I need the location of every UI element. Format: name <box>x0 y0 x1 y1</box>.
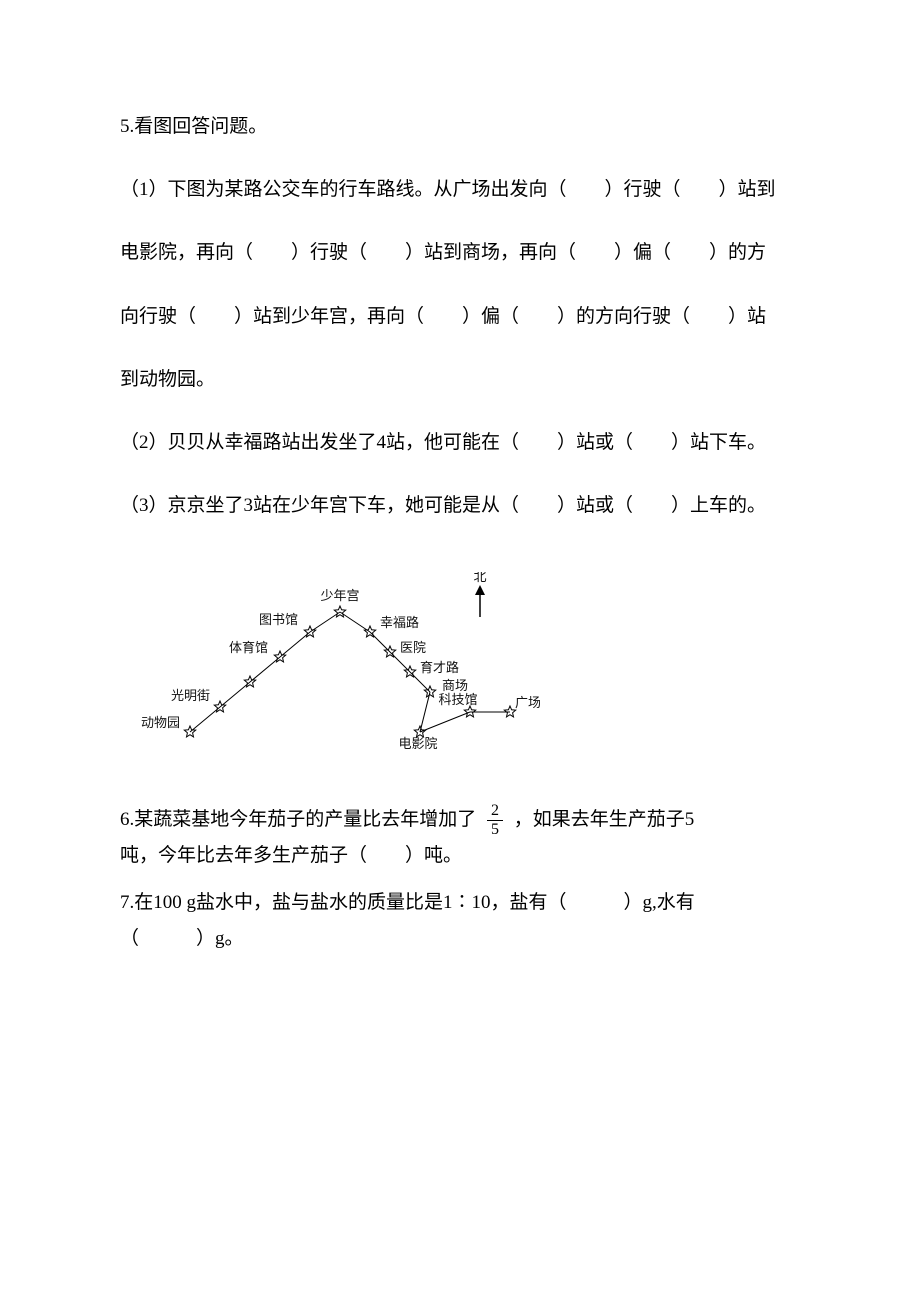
q5-title: 5.看图回答问题。 <box>120 100 920 153</box>
route-edge <box>280 632 310 657</box>
fraction-numerator: 2 <box>487 803 503 821</box>
question-5: 5.看图回答问题。 （1）下图为某路公交车的行车路线。从广场出发向（ ）行驶（ … <box>120 100 920 532</box>
route-edge <box>420 692 430 732</box>
station-label: 体育馆 <box>229 640 268 655</box>
station-label: 少年宫 <box>320 588 359 603</box>
route-edge <box>310 612 340 632</box>
station-label: 医院 <box>400 640 426 655</box>
q7-line2: （ ）g。 <box>120 928 244 949</box>
station-label: 广场 <box>515 695 540 710</box>
route-edge <box>190 707 220 732</box>
route-svg: 广场 科技馆电影院 商场 育才路 医院 幸福路 少年宫图书馆体育馆光明街动物园 北 <box>120 572 540 762</box>
q6-text-a: 6.某蔬菜基地今年茄子的产量比去年增加了 <box>120 809 476 830</box>
north-arrow-head-icon <box>475 585 485 595</box>
north-label: 北 <box>473 572 486 584</box>
station-label: 幸福路 <box>380 615 419 630</box>
question-6: 6.某蔬菜基地今年茄子的产量比去年增加了 2 5 ，如果去年生产茄子5 吨，今年… <box>120 802 920 874</box>
q6-text-b: ，如果去年生产茄子5 <box>514 809 695 830</box>
fraction-denominator: 5 <box>487 821 503 838</box>
station-label: 科技馆 <box>438 692 477 707</box>
route-edge <box>340 612 370 632</box>
route-edge <box>420 712 470 732</box>
q5-part1-line1: （1）下图为某路公交车的行车路线。从广场出发向（ ）行驶（ ）站到 <box>120 163 920 216</box>
q5-part1-line4: 到动物园。 <box>120 353 920 406</box>
q6-text-c: 吨，今年比去年多生产茄子（ ）吨。 <box>120 845 462 866</box>
q5-part3: （3）京京坐了3站在少年宫下车，她可能是从（ ）站或（ ）上车的。 <box>120 479 920 532</box>
fraction-icon: 2 5 <box>487 803 503 838</box>
route-edge <box>250 657 280 682</box>
station-label: 图书馆 <box>259 612 298 627</box>
station-label: 育才路 <box>420 660 459 675</box>
station-label: 电影院 <box>398 736 437 751</box>
station-star-icon <box>334 606 345 617</box>
route-edge <box>220 682 250 707</box>
station-label: 动物园 <box>141 715 180 730</box>
station-star-icon <box>504 706 515 717</box>
question-7: 7.在100 g盐水中，盐与盐水的质量比是1∶10，盐有（ ）g,水有 （ ）g… <box>120 885 920 957</box>
q7-line1: 7.在100 g盐水中，盐与盐水的质量比是1∶10，盐有（ ）g,水有 <box>120 892 695 913</box>
station-label: 光明街 <box>171 688 210 703</box>
station-star-icon <box>464 706 475 717</box>
q5-part2: （2）贝贝从幸福路站出发坐了4站，他可能在（ ）站或（ ）站下车。 <box>120 416 920 469</box>
q5-part1-line3: 向行驶（ ）站到少年宫，再向（ ）偏（ ）的方向行驶（ ）站 <box>120 290 920 343</box>
route-diagram: 广场 科技馆电影院 商场 育才路 医院 幸福路 少年宫图书馆体育馆光明街动物园 北 <box>120 572 920 762</box>
station-label: 商场 <box>442 678 468 693</box>
q5-part1-line2: 电影院，再向（ ）行驶（ ）站到商场，再向（ ）偏（ ）的方 <box>120 226 920 279</box>
